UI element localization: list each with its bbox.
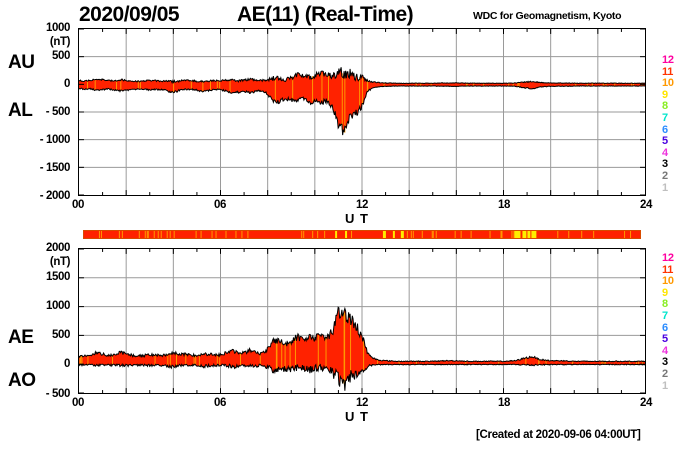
axis-ticks xyxy=(79,249,645,393)
page-title-index: AE(11) (Real-Time) xyxy=(237,3,414,26)
legend-entry-8: 8 xyxy=(662,298,668,311)
bottom-x-axis-label: U T xyxy=(345,409,369,424)
au-al-plot-panel xyxy=(78,28,646,196)
au-al-trace xyxy=(79,67,645,136)
top-x-tick-18: 18 xyxy=(498,199,510,211)
top-x-tick-12: 12 xyxy=(356,199,368,211)
series-label-ao: AO xyxy=(8,370,36,391)
top-x-tick-06: 06 xyxy=(214,199,226,211)
legend-entry-9: 9 xyxy=(662,88,668,101)
legend-entry-3: 3 xyxy=(662,356,668,369)
legend-entry-11: 11 xyxy=(662,65,674,78)
legend-entry-6: 6 xyxy=(662,123,668,136)
top-axis-tick-m2000: - 2000 xyxy=(39,190,71,202)
bottom-axis-tick-0: 0 xyxy=(64,358,70,370)
top-x-tick-24: 24 xyxy=(640,199,652,211)
legend-entry-1: 1 xyxy=(662,379,668,392)
station-availability-bar xyxy=(83,230,641,239)
top-axis-tick-500: 500 xyxy=(52,50,70,62)
bottom-x-tick-12: 12 xyxy=(356,397,368,409)
legend-entry-6: 6 xyxy=(662,321,668,334)
bottom-axis-tick-2000: 2000 xyxy=(46,242,70,254)
legend-entry-7: 7 xyxy=(662,309,668,322)
legend-entry-3: 3 xyxy=(662,158,668,171)
bottom-axis-tick-1500: 1500 xyxy=(46,271,70,283)
legend-entry-4: 4 xyxy=(662,344,668,357)
page-title-date: 2020/09/05 xyxy=(79,3,180,26)
legend-entry-9: 9 xyxy=(662,286,668,299)
bottom-axis-tick-1000: 1000 xyxy=(46,300,70,312)
bottom-axis-tick-500: 500 xyxy=(52,329,70,341)
bottom-axis-tick-m500: - 500 xyxy=(45,388,71,400)
bottom-axis-unit: (nT) xyxy=(49,256,71,268)
bottom-x-tick-24: 24 xyxy=(640,397,652,409)
bottom-x-tick-00: 00 xyxy=(72,397,84,409)
ae-ao-plot-panel xyxy=(78,248,646,394)
legend-entry-10: 10 xyxy=(662,77,674,90)
legend-entry-2: 2 xyxy=(662,169,668,182)
series-label-au: AU xyxy=(8,52,35,73)
legend-entry-5: 5 xyxy=(662,135,668,148)
legend-entry-10: 10 xyxy=(662,275,674,288)
legend-top: 12 11 10 9 8 7 6 5 4 3 2 1 xyxy=(662,54,688,194)
legend-entry-4: 4 xyxy=(662,146,668,159)
legend-entry-12: 12 xyxy=(662,252,674,264)
top-axis-tick-m1500: - 1500 xyxy=(39,162,71,174)
bottom-x-tick-18: 18 xyxy=(498,397,510,409)
top-axis-unit: (nT) xyxy=(49,36,71,48)
legend-entry-1: 1 xyxy=(662,181,668,194)
legend-entry-11: 11 xyxy=(662,263,674,276)
top-axis-tick-m1000: - 1000 xyxy=(39,134,71,146)
legend-entry-12: 12 xyxy=(662,54,674,66)
top-x-tick-00: 00 xyxy=(72,199,84,211)
legend-entry-5: 5 xyxy=(662,333,668,346)
bottom-x-tick-06: 06 xyxy=(214,397,226,409)
credit-label: WDC for Geomagnetism, Kyoto xyxy=(473,10,622,22)
created-timestamp: [Created at 2020-09-06 04:00UT] xyxy=(476,429,641,441)
legend-entry-2: 2 xyxy=(662,367,668,380)
axis-ticks xyxy=(79,29,645,195)
legend-entry-8: 8 xyxy=(662,100,668,113)
top-axis-tick-m500: - 500 xyxy=(45,106,71,118)
ae-ao-trace xyxy=(79,306,645,391)
top-axis-tick-1000: 1000 xyxy=(46,22,70,34)
top-x-axis-label: U T xyxy=(345,211,369,226)
series-label-al: AL xyxy=(8,100,33,121)
top-axis-tick-0: 0 xyxy=(64,78,70,90)
legend-bottom: 12 11 10 9 8 7 6 5 4 3 2 1 xyxy=(662,252,688,392)
legend-entry-7: 7 xyxy=(662,111,668,124)
series-label-ae: AE xyxy=(8,327,34,348)
